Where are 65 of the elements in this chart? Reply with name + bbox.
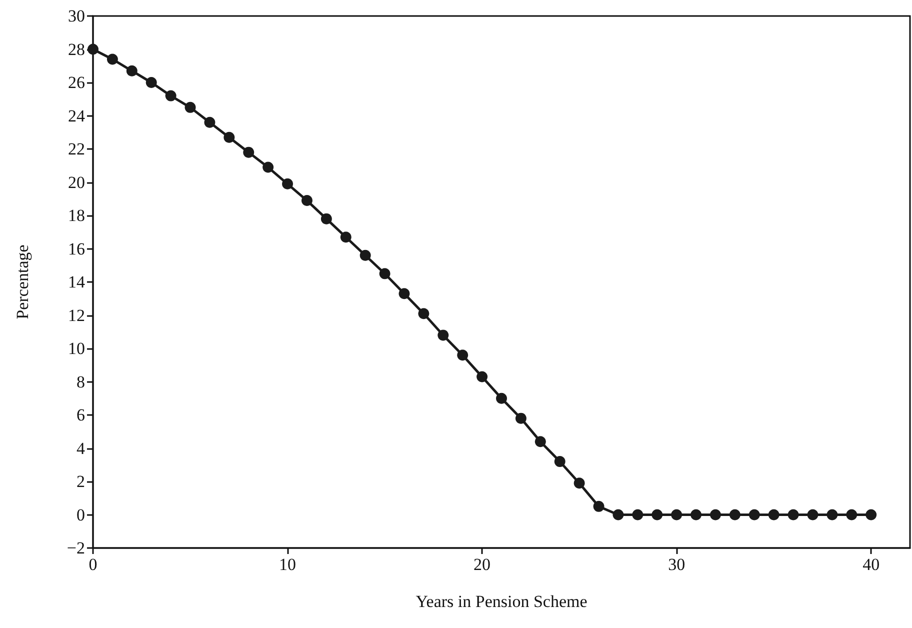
- y-axis-title: Percentage: [13, 244, 32, 320]
- point: [398, 288, 410, 300]
- point: [652, 509, 663, 520]
- y-tick-label: 20: [68, 172, 85, 192]
- point: [748, 509, 760, 520]
- x-tick-label: 30: [668, 555, 686, 574]
- point: [301, 195, 312, 206]
- point: [476, 371, 488, 382]
- point: [438, 330, 449, 341]
- point: [184, 102, 196, 113]
- point: [379, 268, 390, 280]
- point: [418, 308, 430, 320]
- point: [262, 162, 274, 173]
- point: [574, 478, 585, 489]
- y-tick-label: 8: [76, 372, 85, 392]
- point: [826, 509, 838, 520]
- x-tick-label: 40: [862, 555, 880, 574]
- point: [593, 500, 604, 512]
- point: [554, 456, 566, 468]
- y-tick-label: −2: [66, 538, 85, 558]
- point: [282, 178, 294, 190]
- y-tick-label: 18: [68, 206, 85, 225]
- point: [788, 509, 799, 520]
- point: [866, 509, 877, 520]
- point: [690, 509, 702, 520]
- x-tick-label: 10: [279, 555, 296, 574]
- point: [612, 509, 624, 520]
- y-tick-label: 24: [68, 106, 86, 126]
- y-tick-label: 28: [68, 40, 85, 59]
- x-tick-label: 20: [474, 555, 491, 574]
- point: [768, 509, 780, 520]
- y-tick-label: 4: [76, 438, 86, 458]
- y-tick-label: 0: [76, 505, 85, 524]
- point: [165, 90, 176, 102]
- point: [671, 509, 682, 520]
- point: [146, 77, 157, 88]
- y-tick-label: 10: [68, 339, 85, 358]
- x-tick-label: 0: [88, 555, 98, 574]
- point: [106, 54, 118, 65]
- point: [534, 436, 546, 448]
- point: [729, 509, 740, 520]
- point: [515, 412, 526, 424]
- point: [807, 509, 818, 520]
- point: [340, 232, 352, 243]
- y-tick-label: 16: [68, 239, 85, 258]
- point: [710, 509, 721, 520]
- y-tick-label: 30: [68, 6, 85, 26]
- point: [457, 350, 468, 361]
- point: [496, 392, 507, 404]
- point: [632, 509, 644, 520]
- point: [204, 116, 216, 128]
- point: [320, 213, 332, 224]
- y-tick-label: 14: [68, 272, 86, 292]
- point: [360, 250, 371, 261]
- point: [88, 44, 98, 55]
- x-axis-title: Years in Pension Scheme: [416, 592, 588, 611]
- y-tick-label: 26: [68, 73, 85, 92]
- y-tick-label: 12: [68, 306, 85, 325]
- y-tick-label: 6: [76, 406, 85, 424]
- y-tick-label: 22: [68, 140, 85, 158]
- point: [126, 65, 138, 76]
- point: [224, 132, 235, 143]
- y-tick-label: 2: [76, 472, 85, 491]
- point: [846, 509, 858, 520]
- point: [243, 146, 254, 158]
